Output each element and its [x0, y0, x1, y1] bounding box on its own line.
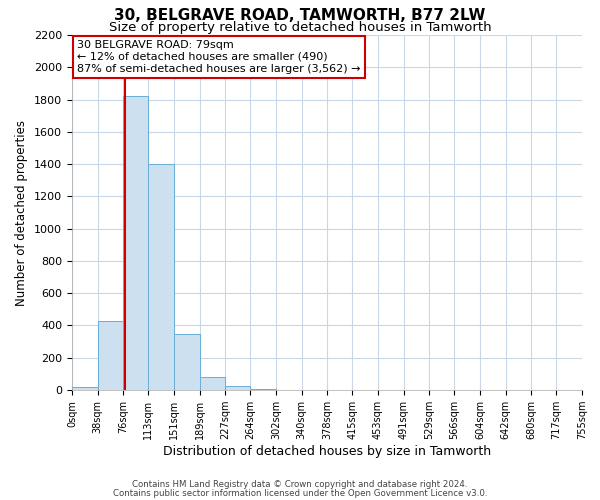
Bar — [148, 164, 174, 390]
Text: 30, BELGRAVE ROAD, TAMWORTH, B77 2LW: 30, BELGRAVE ROAD, TAMWORTH, B77 2LW — [115, 8, 485, 22]
Text: Size of property relative to detached houses in Tamworth: Size of property relative to detached ho… — [109, 21, 491, 34]
Text: Contains public sector information licensed under the Open Government Licence v3: Contains public sector information licen… — [113, 488, 487, 498]
Bar — [98, 320, 124, 390]
Bar — [174, 334, 200, 390]
Text: 30 BELGRAVE ROAD: 79sqm
← 12% of detached houses are smaller (490)
87% of semi-d: 30 BELGRAVE ROAD: 79sqm ← 12% of detache… — [77, 40, 361, 74]
Bar — [200, 377, 226, 390]
Y-axis label: Number of detached properties: Number of detached properties — [16, 120, 28, 306]
Text: Contains HM Land Registry data © Crown copyright and database right 2024.: Contains HM Land Registry data © Crown c… — [132, 480, 468, 489]
Bar — [124, 96, 148, 390]
X-axis label: Distribution of detached houses by size in Tamworth: Distribution of detached houses by size … — [163, 445, 491, 458]
Bar — [226, 386, 250, 390]
Bar — [72, 387, 98, 390]
Bar — [250, 389, 276, 390]
